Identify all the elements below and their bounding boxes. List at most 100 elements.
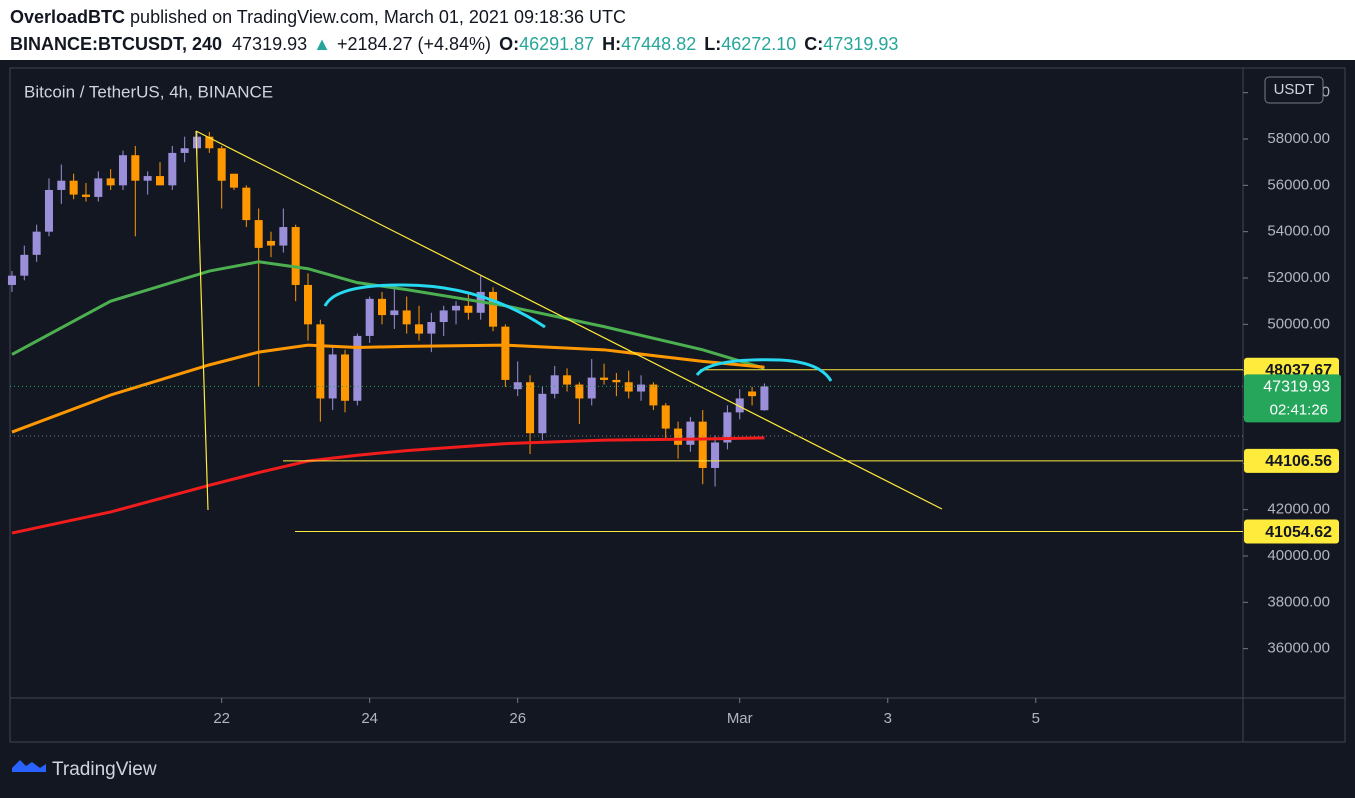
level-label-bg <box>1244 519 1339 544</box>
logo-icon <box>12 760 46 772</box>
arrow: ▲ <box>313 34 331 54</box>
candle-body <box>489 291 498 327</box>
author: OverloadBTC <box>10 7 125 27</box>
level-label: 44106.56 <box>1265 453 1332 470</box>
candle-body <box>624 382 633 392</box>
candle-body <box>723 412 732 443</box>
y-tick-label: 56000.00 <box>1267 176 1330 193</box>
candle-body <box>698 421 707 468</box>
last-price-label: 47319.93 <box>1263 379 1330 396</box>
y-tick-label: 50000.00 <box>1267 315 1330 332</box>
plot <box>7 132 1243 535</box>
high: 47448.82 <box>621 34 696 54</box>
candle-body <box>192 136 202 149</box>
candle-body <box>266 240 276 246</box>
candle-body <box>464 305 473 313</box>
low: 46272.10 <box>721 34 796 54</box>
published: published on TradingView.com, March 01, … <box>130 7 626 27</box>
candle-body <box>550 375 559 394</box>
candle-body <box>217 148 226 181</box>
header-line-2: BINANCE:BTCUSDT, 240 47319.93 ▲ +2184.27 (+… <box>10 34 898 54</box>
arc-drawing <box>323 283 546 329</box>
header-line-1: OverloadBTC published on TradingView.com… <box>10 7 626 27</box>
candle-body <box>131 155 140 181</box>
drawings <box>10 130 1243 511</box>
candle-body <box>304 284 313 325</box>
candle-body <box>661 405 670 429</box>
candle-body <box>32 231 41 255</box>
candle-body <box>427 322 436 334</box>
candle-body <box>748 391 757 397</box>
candle-body <box>526 382 535 434</box>
header-bg <box>0 0 1355 60</box>
y-tick-label: 58000.00 <box>1267 130 1330 147</box>
candle-body <box>501 326 510 380</box>
candle-body <box>279 227 288 246</box>
candle-body <box>316 324 325 399</box>
trend-line <box>195 130 209 511</box>
close-label: C: <box>804 34 823 54</box>
last: 47319.93 <box>232 34 307 54</box>
low-label: L: <box>704 34 721 54</box>
level-label-bg <box>1244 448 1339 473</box>
candle-body <box>378 298 387 316</box>
level-label: 41054.62 <box>1265 524 1332 541</box>
candle-body <box>353 335 362 401</box>
candle-body <box>390 310 399 316</box>
candle-body <box>118 155 127 186</box>
candle-body <box>106 178 115 186</box>
candle-body <box>649 384 658 406</box>
candle-body <box>44 189 53 232</box>
candle-body <box>180 148 189 153</box>
change: +2184.27 (+4.84%) <box>337 34 491 54</box>
candle-body <box>538 393 547 434</box>
candle-body <box>254 220 263 248</box>
y-tick-label: 38000.00 <box>1267 593 1330 610</box>
close: 47319.93 <box>823 34 898 54</box>
candle-body <box>143 176 152 181</box>
high-label: H: <box>602 34 621 54</box>
candle-body <box>20 254 29 276</box>
candle-body <box>735 398 744 413</box>
y-tick-label: 36000.00 <box>1267 640 1330 657</box>
candle-body <box>7 275 16 285</box>
candle-body <box>328 354 337 399</box>
candle-body <box>415 324 424 334</box>
arc-drawing <box>695 358 833 382</box>
countdown: 02:41:26 <box>1270 401 1328 418</box>
candle-body <box>205 136 214 149</box>
moving-average <box>11 343 765 434</box>
last-price-bg <box>1244 374 1341 423</box>
candle-body <box>637 384 646 392</box>
candle-body <box>600 377 609 380</box>
candle-body <box>168 152 177 186</box>
open: 46291.87 <box>519 34 594 54</box>
candle-body <box>365 298 374 336</box>
candle-body <box>575 384 584 399</box>
x-tick-label: 3 <box>884 710 892 727</box>
symbol: BINANCE:BTCUSDT, 240 <box>10 34 222 54</box>
candle-body <box>402 310 411 325</box>
trend-line <box>195 130 943 510</box>
y-tick-label: 52000.00 <box>1267 269 1330 286</box>
x-tick-label: 5 <box>1032 710 1040 727</box>
panel <box>9 67 1346 743</box>
candle-body <box>674 428 683 445</box>
x-tick-label: 22 <box>213 710 230 727</box>
candle-body <box>452 305 461 311</box>
x-tick-label: 26 <box>509 710 526 727</box>
x-tick-label: Mar <box>727 710 753 727</box>
candle-body <box>612 379 621 383</box>
legend-title: Bitcoin / TetherUS, 4h, BINANCE <box>24 82 273 101</box>
moving-average <box>11 436 765 535</box>
open-label: O: <box>499 34 519 54</box>
candle-body <box>587 377 596 399</box>
candle-body <box>242 187 251 221</box>
candle-body <box>57 180 66 190</box>
y-tick-label: 54000.00 <box>1267 223 1330 240</box>
candle-body <box>155 176 165 186</box>
candle-body <box>439 310 448 323</box>
y-tick-label: 40000.00 <box>1267 547 1330 564</box>
candle-body <box>341 354 350 401</box>
